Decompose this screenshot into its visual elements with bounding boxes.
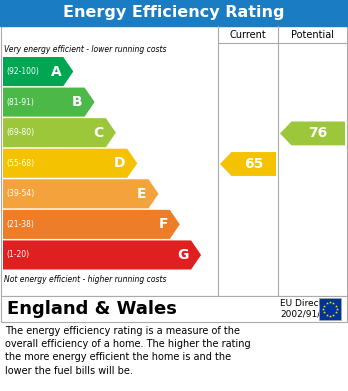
Polygon shape [3, 57, 73, 86]
Text: C: C [94, 126, 104, 140]
Text: B: B [72, 95, 82, 109]
Polygon shape [3, 88, 95, 117]
Bar [0, 0, 348, 26]
Text: Not energy efficient - higher running costs: Not energy efficient - higher running co… [4, 274, 166, 283]
Text: England & Wales: England & Wales [7, 300, 177, 318]
Text: The energy efficiency rating is a measure of the
overall efficiency of a home. T: The energy efficiency rating is a measur… [5, 326, 251, 376]
Bar [319, 298, 341, 320]
Text: D: D [114, 156, 125, 170]
Bar [1, 296, 347, 322]
Text: Energy Efficiency Rating: Energy Efficiency Rating [63, 5, 285, 20]
Text: Potential: Potential [291, 29, 334, 39]
Text: (21-38): (21-38) [6, 220, 34, 229]
Text: Very energy efficient - lower running costs: Very energy efficient - lower running co… [4, 45, 166, 54]
Text: Current: Current [230, 29, 266, 39]
Bar [1, 26, 347, 296]
Polygon shape [3, 240, 201, 269]
Text: (81-91): (81-91) [6, 98, 34, 107]
Polygon shape [3, 118, 116, 147]
Text: F: F [158, 217, 168, 231]
Text: EU Directive
2002/91/EC: EU Directive 2002/91/EC [280, 299, 336, 319]
Text: G: G [178, 248, 189, 262]
Text: 76: 76 [309, 126, 328, 140]
Text: E: E [137, 187, 147, 201]
Polygon shape [3, 179, 158, 208]
Text: (39-54): (39-54) [6, 189, 34, 198]
Text: 65: 65 [244, 157, 263, 171]
Polygon shape [3, 210, 180, 239]
Text: (92-100): (92-100) [6, 67, 39, 76]
Text: A: A [50, 65, 61, 79]
Text: (1-20): (1-20) [6, 251, 29, 260]
Text: (55-68): (55-68) [6, 159, 34, 168]
Polygon shape [280, 122, 345, 145]
Polygon shape [220, 152, 276, 176]
Text: (69-80): (69-80) [6, 128, 34, 137]
Polygon shape [3, 149, 137, 178]
